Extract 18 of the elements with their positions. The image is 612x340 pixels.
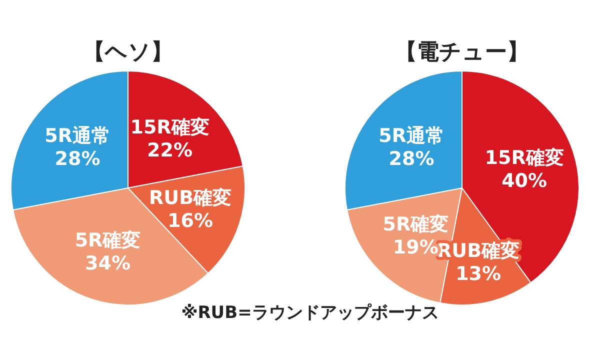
chart-title: 【ヘソ】 xyxy=(83,40,173,65)
data-label: 28% xyxy=(54,148,100,170)
slice-label: 15R確変 xyxy=(130,116,210,139)
slice-label: RUB確変 xyxy=(149,187,232,210)
text: ※RUB=ラウンドアップボーナス xyxy=(181,303,439,323)
data-label: 34% xyxy=(85,252,130,274)
slice-label: 5R確変 xyxy=(382,213,449,236)
data-label: 28% xyxy=(388,148,434,170)
data-label: 40% xyxy=(502,170,548,192)
slice-label: 15R確変 xyxy=(484,146,564,169)
chart-title: 【電チュー】 xyxy=(395,40,529,65)
slice-label: 5R確変 xyxy=(74,229,141,252)
slice-label: 5R通常 xyxy=(44,125,110,148)
data-label: 13% xyxy=(456,263,502,286)
slice-label: 5R通常 xyxy=(378,125,444,148)
data-label: 19% xyxy=(392,236,438,258)
data-label: 22% xyxy=(147,140,193,162)
data-label: 16% xyxy=(168,210,214,232)
